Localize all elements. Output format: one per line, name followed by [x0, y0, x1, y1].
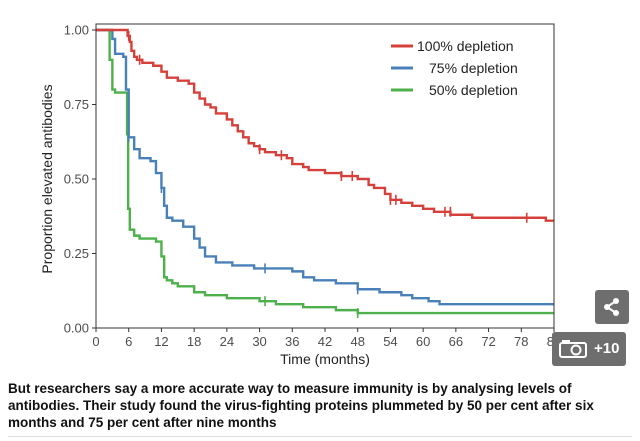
- y-tick-label: 0.00: [64, 321, 89, 336]
- chart-figure: 06121824303642485460667278840.000.250.50…: [8, 4, 568, 376]
- x-axis-title: Time (months): [280, 351, 370, 367]
- x-tick-label: 54: [383, 334, 397, 349]
- share-button[interactable]: [595, 290, 629, 324]
- series-line-50-depletion: [96, 28, 554, 315]
- series-line-100-depletion: [96, 28, 554, 222]
- legend-label: 100% depletion: [417, 38, 514, 54]
- x-tick-label: 0: [92, 334, 99, 349]
- series-line-75-depletion: [96, 28, 554, 306]
- x-tick-label: 18: [187, 334, 201, 349]
- x-tick-label: 78: [514, 334, 528, 349]
- x-tick-label: 60: [416, 334, 430, 349]
- x-tick-label: 66: [449, 334, 463, 349]
- y-tick-label: 0.50: [64, 172, 89, 187]
- y-tick-label: 0.25: [64, 246, 89, 261]
- y-tick-label: 0.75: [64, 97, 89, 112]
- camera-icon: [559, 340, 587, 358]
- x-tick-label: 24: [220, 334, 234, 349]
- image-caption: But researchers say a more accurate way …: [8, 381, 594, 430]
- share-icon: [604, 298, 619, 316]
- x-tick-label: 72: [481, 334, 495, 349]
- survival-chart: 06121824303642485460667278840.000.250.50…: [39, 23, 561, 368]
- x-tick-label: 12: [154, 334, 168, 349]
- x-tick-label: 36: [285, 334, 299, 349]
- y-axis-title: Proportion elevated antibodies: [39, 84, 55, 273]
- x-tick-label: 48: [350, 334, 364, 349]
- legend-label: 75% depletion: [429, 60, 518, 76]
- legend-label: 50% depletion: [429, 82, 518, 98]
- y-tick-label: 1.00: [64, 23, 89, 38]
- x-tick-label: 30: [252, 334, 266, 349]
- x-tick-label: 42: [318, 334, 332, 349]
- caption-divider: [8, 436, 632, 437]
- gallery-button[interactable]: +10: [552, 332, 626, 366]
- x-tick-label: 6: [125, 334, 132, 349]
- gallery-count: +10: [594, 340, 620, 357]
